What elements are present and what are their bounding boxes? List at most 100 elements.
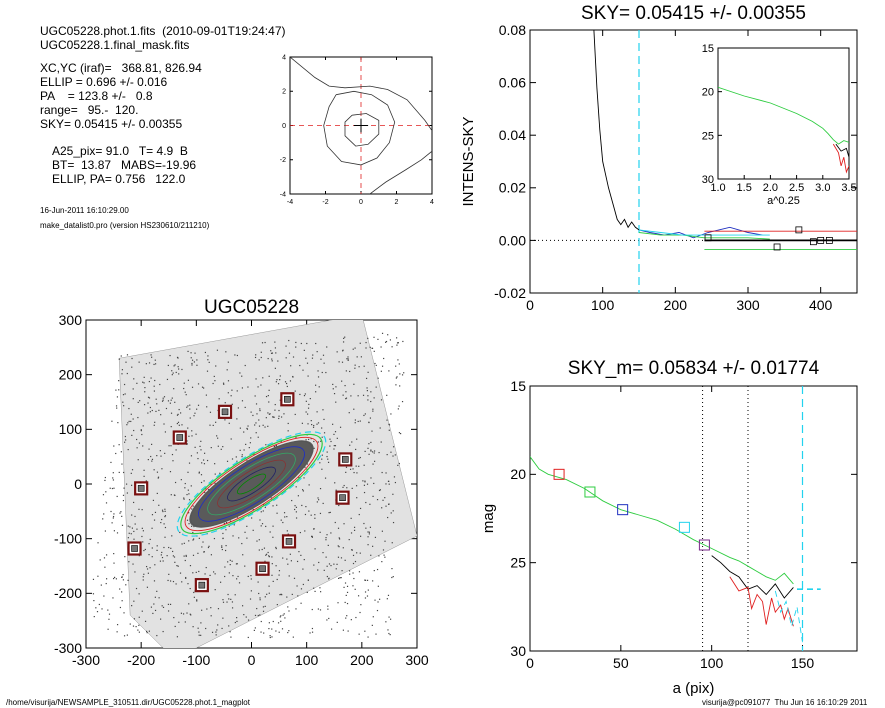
- noise-dot: [397, 359, 399, 361]
- mag-xtick-label: 50: [613, 655, 629, 671]
- noise-dot: [109, 487, 111, 489]
- noise-dot: [319, 487, 322, 490]
- noise-dot: [336, 563, 338, 565]
- sky-box-inner: [339, 494, 346, 501]
- noise-dot: [398, 363, 400, 365]
- noise-dot: [222, 599, 224, 601]
- noise-dot: [186, 443, 188, 445]
- noise-dot: [122, 471, 125, 474]
- noise-dot: [350, 395, 352, 397]
- noise-dot: [375, 633, 377, 635]
- galaxy-isophote-4: [198, 446, 305, 522]
- noise-dot: [271, 556, 273, 558]
- noise-dot: [392, 510, 394, 512]
- noise-dot: [327, 605, 329, 607]
- noise-dot: [358, 571, 361, 573]
- noise-dot: [354, 419, 356, 421]
- noise-dot: [311, 536, 313, 538]
- intens-xtick-label: 0: [526, 297, 534, 313]
- noise-dot: [234, 594, 236, 596]
- noise-dot: [123, 383, 126, 386]
- noise-dot: [127, 422, 129, 424]
- noise-dot: [255, 378, 257, 380]
- mag-xtick-label: 100: [700, 655, 724, 671]
- noise-dot: [190, 455, 193, 457]
- noise-dot: [130, 472, 132, 474]
- galaxy-ytick-label: 200: [59, 367, 83, 383]
- noise-dot: [370, 400, 372, 403]
- noise-dot: [116, 407, 118, 409]
- noise-dot: [278, 415, 280, 417]
- noise-dot: [132, 563, 134, 565]
- noise-dot: [195, 433, 197, 435]
- noise-dot: [193, 525, 195, 528]
- noise-dot: [192, 554, 195, 556]
- noise-dot: [155, 398, 157, 400]
- noise-dot: [221, 545, 223, 547]
- galaxy-xtick-label: 0: [248, 652, 256, 668]
- noise-dot: [288, 630, 290, 632]
- noise-dot: [278, 409, 280, 412]
- noise-dot: [121, 600, 123, 602]
- contour-xtick-label: 0: [359, 199, 363, 206]
- mag-series-0: [530, 456, 794, 585]
- noise-dot: [186, 493, 188, 496]
- noise-dot: [369, 417, 372, 419]
- noise-dot: [319, 587, 321, 589]
- noise-dot: [178, 424, 180, 426]
- noise-dot: [355, 465, 357, 467]
- noise-dot: [365, 377, 368, 380]
- noise-dot: [319, 462, 321, 464]
- noise-dot: [247, 575, 249, 578]
- noise-dot: [319, 512, 322, 515]
- noise-dot: [226, 369, 228, 371]
- noise-dot: [181, 543, 183, 545]
- noise-dot: [328, 578, 330, 580]
- noise-dot: [223, 383, 225, 385]
- noise-dot: [345, 617, 347, 619]
- noise-dot: [377, 377, 379, 379]
- noise-dot: [292, 375, 294, 378]
- noise-dot: [160, 554, 162, 556]
- noise-dot: [342, 349, 344, 351]
- noise-dot: [402, 340, 404, 343]
- noise-dot: [188, 493, 190, 495]
- noise-dot: [105, 554, 108, 556]
- noise-dot: [318, 561, 320, 564]
- noise-dot: [326, 346, 328, 348]
- noise-dot: [188, 512, 190, 514]
- noise-dot: [244, 406, 246, 409]
- noise-dot: [227, 561, 229, 563]
- noise-dot: [147, 458, 149, 461]
- noise-dot: [342, 547, 344, 549]
- info-date: 16-Jun-2011 16:10:29.00: [40, 206, 129, 215]
- contour-line-bottom-right: [369, 150, 432, 194]
- noise-dot: [104, 479, 106, 482]
- noise-dot: [239, 372, 241, 374]
- noise-dot: [190, 525, 193, 527]
- noise-dot: [384, 497, 386, 499]
- noise-dot: [326, 565, 328, 567]
- noise-dot: [190, 352, 192, 354]
- noise-dot: [144, 548, 146, 551]
- noise-dot: [272, 580, 274, 583]
- noise-dot: [231, 458, 234, 460]
- noise-dot: [378, 555, 380, 557]
- noise-dot: [151, 514, 154, 516]
- noise-dot: [247, 386, 249, 388]
- galaxy-isophote-8: [236, 473, 267, 495]
- noise-dot: [397, 464, 399, 466]
- noise-dot: [284, 617, 286, 619]
- noise-dot: [379, 598, 381, 600]
- noise-dot: [228, 422, 230, 424]
- noise-dot: [274, 409, 276, 411]
- noise-dot: [325, 371, 327, 374]
- noise-dot: [175, 449, 177, 451]
- noise-dot: [192, 626, 194, 628]
- noise-dot: [338, 577, 340, 579]
- noise-dot: [262, 610, 265, 612]
- galaxy-isophote-1: [180, 433, 323, 535]
- noise-dot: [321, 436, 323, 438]
- noise-dot: [236, 418, 238, 420]
- mag-xtick-label: 0: [526, 655, 534, 671]
